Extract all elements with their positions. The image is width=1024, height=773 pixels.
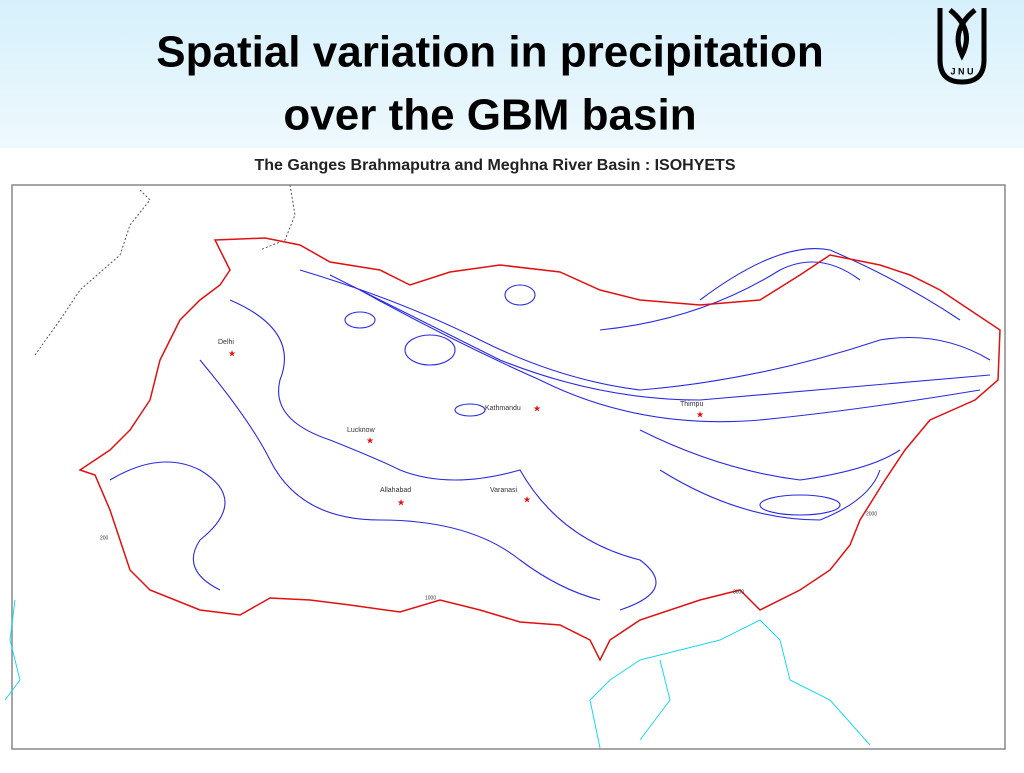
slide-title: Spatial variation in precipitation bbox=[156, 28, 823, 77]
city-label: Kathmandu bbox=[485, 405, 521, 412]
border bbox=[34, 184, 296, 356]
contour-label: 3000 bbox=[733, 589, 744, 595]
header-band bbox=[0, 0, 1024, 148]
city-label: Delhi bbox=[218, 339, 234, 346]
svg-text:★: ★ bbox=[397, 497, 405, 507]
svg-text:★: ★ bbox=[228, 348, 236, 358]
city-markers: ★ ★ ★ ★ ★ ★ bbox=[228, 348, 704, 507]
map-title: The Ganges Brahmaputra and Meghna River … bbox=[255, 157, 736, 174]
svg-text:★: ★ bbox=[696, 409, 704, 419]
slide-title: over the GBM basin bbox=[283, 91, 696, 140]
city-label: Thimpu bbox=[680, 401, 703, 408]
city-label: Varanasi bbox=[490, 487, 518, 494]
contour-label: 200 bbox=[100, 535, 109, 541]
contour-label: 1000 bbox=[425, 595, 436, 601]
city-label: Lucknow bbox=[347, 427, 376, 434]
isohyets bbox=[109, 248, 991, 611]
basin-boundary bbox=[78, 237, 1001, 662]
svg-text:★: ★ bbox=[533, 403, 541, 413]
coastline bbox=[4, 599, 871, 749]
logo: J N U bbox=[937, 8, 987, 85]
svg-text:★: ★ bbox=[366, 435, 374, 445]
svg-text:★: ★ bbox=[523, 494, 531, 504]
map-frame bbox=[11, 184, 1006, 750]
city-label: Allahabad bbox=[380, 487, 411, 494]
logo-text: J N U bbox=[950, 66, 973, 76]
contour-label: 2000 bbox=[866, 511, 877, 517]
